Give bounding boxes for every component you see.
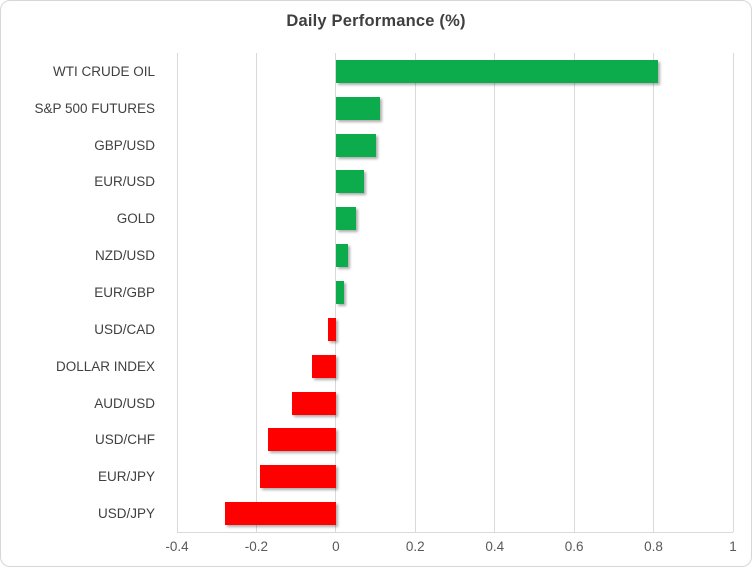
x-tick-label: 1 xyxy=(729,539,737,554)
bar xyxy=(224,502,336,526)
bar xyxy=(327,317,336,341)
x-tick-label: 0.4 xyxy=(485,539,505,554)
gridline xyxy=(573,53,575,532)
x-axis-line xyxy=(177,532,733,533)
gridline xyxy=(176,53,178,532)
bar xyxy=(335,170,364,194)
bar xyxy=(335,59,658,83)
gridline xyxy=(255,53,257,532)
x-tick-label: 0 xyxy=(332,539,340,554)
category-label: USD/CHF xyxy=(95,432,155,448)
category-label: WTI CRUDE OIL xyxy=(52,63,155,79)
category-label: GBP/USD xyxy=(94,137,155,153)
bar xyxy=(335,281,344,304)
bar xyxy=(335,96,380,120)
gridline xyxy=(494,53,496,532)
category-label: S&P 500 FUTURES xyxy=(34,100,155,116)
category-label: NZD/USD xyxy=(95,248,155,264)
x-tick-label: -0.4 xyxy=(165,539,189,554)
category-label: EUR/JPY xyxy=(97,469,155,485)
category-label: USD/CAD xyxy=(94,321,155,337)
bar xyxy=(335,133,376,157)
bar xyxy=(312,354,336,378)
category-label: USD/JPY xyxy=(97,506,155,522)
gridline xyxy=(732,53,734,532)
gridline xyxy=(653,53,655,532)
x-axis-tick-labels: -0.4 -0.2 0 0.2 0.4 0.6 0.8 1 xyxy=(165,539,736,559)
plot-area xyxy=(176,53,734,533)
bar xyxy=(335,207,356,231)
category-label: EUR/GBP xyxy=(94,284,155,300)
category-label: GOLD xyxy=(116,211,155,227)
x-tick-label: 0.2 xyxy=(405,539,425,554)
category-label: DOLLAR INDEX xyxy=(55,358,155,374)
x-tick-label: 0.6 xyxy=(564,539,584,554)
bar xyxy=(260,465,336,489)
bar xyxy=(335,244,348,268)
bar xyxy=(268,428,336,452)
bar xyxy=(292,391,336,415)
category-label: EUR/USD xyxy=(94,174,155,190)
gridline xyxy=(414,53,416,532)
x-tick-label: 0.8 xyxy=(644,539,663,554)
category-axis: WTI CRUDE OIL S&P 500 FUTURES GBP/USD EUR/U… xyxy=(1,53,166,532)
category-label: AUD/USD xyxy=(94,395,155,411)
x-tick-label: -0.2 xyxy=(244,539,269,554)
chart-title: Daily Performance (%) xyxy=(286,12,466,30)
